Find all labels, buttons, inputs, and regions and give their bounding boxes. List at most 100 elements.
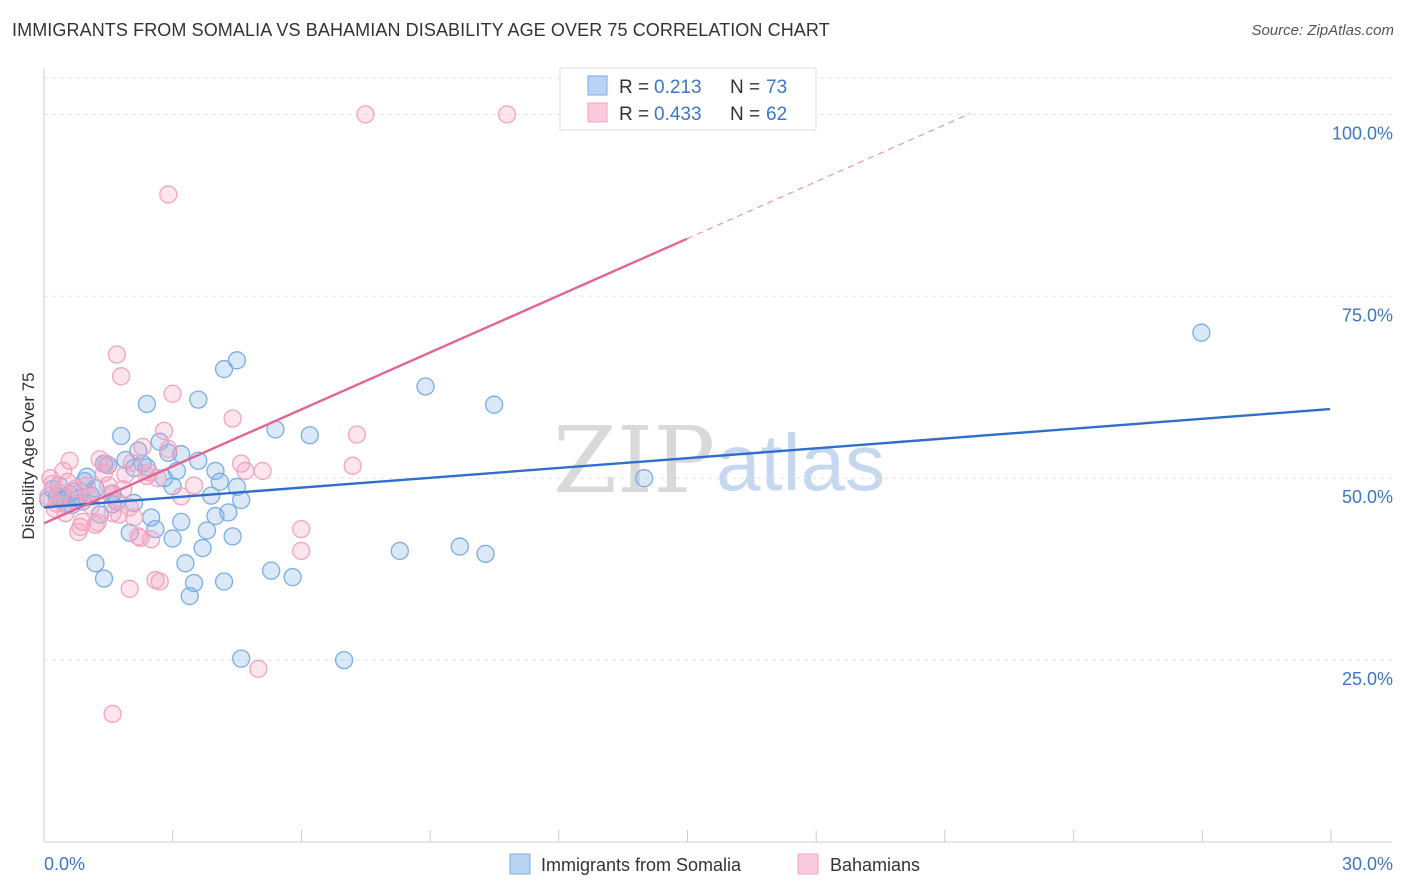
stats-n-label-somalia: N = xyxy=(730,77,760,98)
somalia-point-54 xyxy=(283,567,302,587)
bahamians-point-34 xyxy=(292,519,311,539)
bahamians-point-16 xyxy=(107,345,127,364)
bahamians-point-22 xyxy=(133,437,152,457)
somalia-point-58 xyxy=(476,544,495,564)
bahamians-point-9 xyxy=(77,476,97,495)
stats-n-label-bahamians: N = xyxy=(730,104,760,125)
stats-n-value-bahamians: 62 xyxy=(766,104,787,125)
somalia-point-31 xyxy=(176,554,195,573)
bahamians-point-26 xyxy=(150,572,169,591)
somalia-point-36 xyxy=(197,521,217,540)
stats-legend-swatch-bahamians xyxy=(587,102,608,123)
somalia-point-65 xyxy=(206,461,225,481)
stats-legend-swatch-somalia xyxy=(587,75,608,96)
somalia-point-62 xyxy=(94,569,114,588)
somalia-point-50 xyxy=(300,426,319,445)
stats-legend: R = 0.213 N = 73 R = 0.433 N = 62 xyxy=(559,67,817,131)
bahamians-point-36 xyxy=(347,425,367,444)
grid xyxy=(44,77,1392,661)
bahamians-point-43 xyxy=(497,105,517,124)
somalia-point-35 xyxy=(193,538,212,558)
bahamians-point-37 xyxy=(343,456,362,475)
bahamians-point-54 xyxy=(109,505,129,524)
bahamians-point-60 xyxy=(184,476,204,495)
bahamians-point-18 xyxy=(116,465,135,484)
y-axis-label: Disability Age Over 75 xyxy=(19,372,38,539)
bahamians-point-51 xyxy=(88,513,107,532)
bahamians-point-46 xyxy=(54,461,73,481)
somalia-point-45 xyxy=(214,359,234,379)
somalia-point-48 xyxy=(137,394,157,414)
legend-swatch-bahamians xyxy=(797,853,819,875)
bahamians-point-49 xyxy=(71,517,90,537)
trend-lines xyxy=(43,113,1331,525)
somalia-point-51 xyxy=(416,377,435,396)
somalia-point-41 xyxy=(219,503,238,522)
bahamians-point-48 xyxy=(67,479,86,498)
watermark-zip: ZIP xyxy=(553,407,715,514)
stats-r-label-somalia: R = xyxy=(619,77,649,98)
legend-label-somalia: Immigrants from Somalia xyxy=(541,855,742,875)
series-bahamians-points xyxy=(39,105,517,724)
somalia-point-44 xyxy=(232,649,251,668)
x-tick-label-min: 0.0% xyxy=(44,854,85,874)
bahamians-point-20 xyxy=(124,508,144,527)
legend-swatch-somalia xyxy=(509,853,531,875)
x-tick-label-max: 30.0% xyxy=(1342,854,1393,874)
somalia-point-59 xyxy=(634,469,654,488)
somalia-point-57 xyxy=(450,537,469,556)
bahamians-point-42 xyxy=(356,105,375,124)
bahamians-point-17 xyxy=(112,367,131,386)
somalia-point-46 xyxy=(227,351,247,370)
somalia-point-56 xyxy=(390,541,409,561)
x-ticks xyxy=(43,830,1332,842)
somalia-point-47 xyxy=(189,390,208,409)
bahamians-point-31 xyxy=(223,409,242,428)
bahamians-point-15 xyxy=(103,503,122,523)
y-tick-label-100: 100.0% xyxy=(1332,123,1393,143)
somalia-point-24 xyxy=(146,519,165,539)
bahamians-point-61 xyxy=(232,454,251,473)
somalia-point-16 xyxy=(112,426,131,446)
bahamians-trend-extension xyxy=(686,113,971,240)
somalia-point-55 xyxy=(334,650,354,670)
y-tick-label-75: 75.0% xyxy=(1342,305,1393,325)
bahamians-point-52 xyxy=(97,454,116,473)
y-tick-labels: 25.0% 50.0% 75.0% 100.0% xyxy=(1332,123,1393,689)
stats-n-value-somalia: 73 xyxy=(766,77,787,98)
somalia-point-39 xyxy=(210,472,229,491)
bahamians-point-57 xyxy=(131,528,150,548)
legend-label-bahamians: Bahamians xyxy=(830,855,920,875)
stats-r-value-somalia: 0.213 xyxy=(654,77,702,98)
somalia-point-52 xyxy=(484,395,504,414)
bahamians-point-33 xyxy=(253,461,272,481)
source-label: Source: ZipAtlas.com xyxy=(1251,22,1394,39)
bahamians-trend-line xyxy=(43,237,688,525)
bahamians-point-38 xyxy=(249,659,268,678)
y-tick-label-50: 50.0% xyxy=(1342,487,1393,507)
somalia-point-53 xyxy=(262,561,281,580)
bahamians-point-40 xyxy=(120,579,139,598)
bahamians-point-56 xyxy=(122,453,142,473)
bahamians-point-41 xyxy=(159,185,178,204)
bahamians-point-19 xyxy=(120,498,139,517)
bahamians-point-35 xyxy=(292,541,311,561)
watermark: ZIP atlas xyxy=(553,407,885,514)
bahamians-point-5 xyxy=(60,451,79,470)
y-tick-label-25: 25.0% xyxy=(1342,669,1393,689)
somalia-point-66 xyxy=(232,490,251,510)
somalia-point-30 xyxy=(172,512,191,531)
stats-r-label-bahamians: R = xyxy=(619,104,649,125)
somalia-trend-line xyxy=(43,407,1331,509)
somalia-point-40 xyxy=(214,572,234,591)
bahamians-point-27 xyxy=(154,421,174,441)
somalia-point-42 xyxy=(223,527,242,546)
bottom-legend: Immigrants from Somalia Bahamians xyxy=(509,853,920,875)
chart-title: IMMIGRANTS FROM SOMALIA VS BAHAMIAN DISA… xyxy=(12,20,830,40)
bahamians-point-28 xyxy=(159,439,178,459)
bahamians-point-29 xyxy=(163,384,182,403)
somalia-point-28 xyxy=(163,529,182,548)
stats-r-value-bahamians: 0.433 xyxy=(654,104,702,125)
